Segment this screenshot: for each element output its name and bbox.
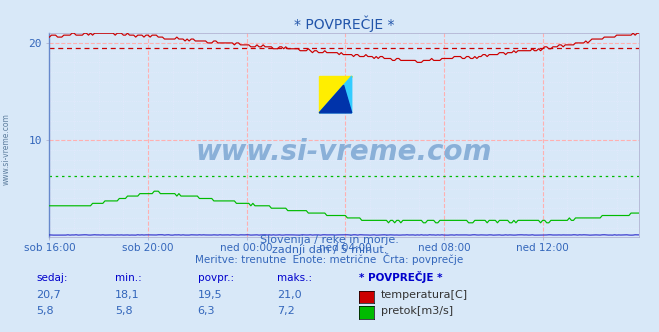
Polygon shape bbox=[319, 85, 352, 113]
Text: maks.:: maks.: bbox=[277, 273, 312, 283]
Text: 21,0: 21,0 bbox=[277, 290, 301, 300]
Text: 20,7: 20,7 bbox=[36, 290, 61, 300]
Text: Meritve: trenutne  Enote: metrične  Črta: povprečje: Meritve: trenutne Enote: metrične Črta: … bbox=[195, 253, 464, 265]
Text: povpr.:: povpr.: bbox=[198, 273, 234, 283]
Text: 7,2: 7,2 bbox=[277, 306, 295, 316]
Text: www.si-vreme.com: www.si-vreme.com bbox=[196, 138, 492, 166]
Text: Slovenija / reke in morje.: Slovenija / reke in morje. bbox=[260, 235, 399, 245]
Text: www.si-vreme.com: www.si-vreme.com bbox=[2, 114, 11, 185]
Title: * POVPREČJE *: * POVPREČJE * bbox=[294, 16, 395, 32]
Text: sedaj:: sedaj: bbox=[36, 273, 68, 283]
Text: min.:: min.: bbox=[115, 273, 142, 283]
Text: pretok[m3/s]: pretok[m3/s] bbox=[381, 306, 453, 316]
Text: 19,5: 19,5 bbox=[198, 290, 222, 300]
Text: 6,3: 6,3 bbox=[198, 306, 215, 316]
Text: zadnji dan / 5 minut.: zadnji dan / 5 minut. bbox=[272, 245, 387, 255]
Text: * POVPREČJE *: * POVPREČJE * bbox=[359, 271, 443, 283]
Text: temperatura[C]: temperatura[C] bbox=[381, 290, 468, 300]
Text: 5,8: 5,8 bbox=[36, 306, 54, 316]
Polygon shape bbox=[319, 76, 352, 113]
Polygon shape bbox=[319, 76, 352, 113]
Text: 18,1: 18,1 bbox=[115, 290, 140, 300]
Text: 5,8: 5,8 bbox=[115, 306, 133, 316]
